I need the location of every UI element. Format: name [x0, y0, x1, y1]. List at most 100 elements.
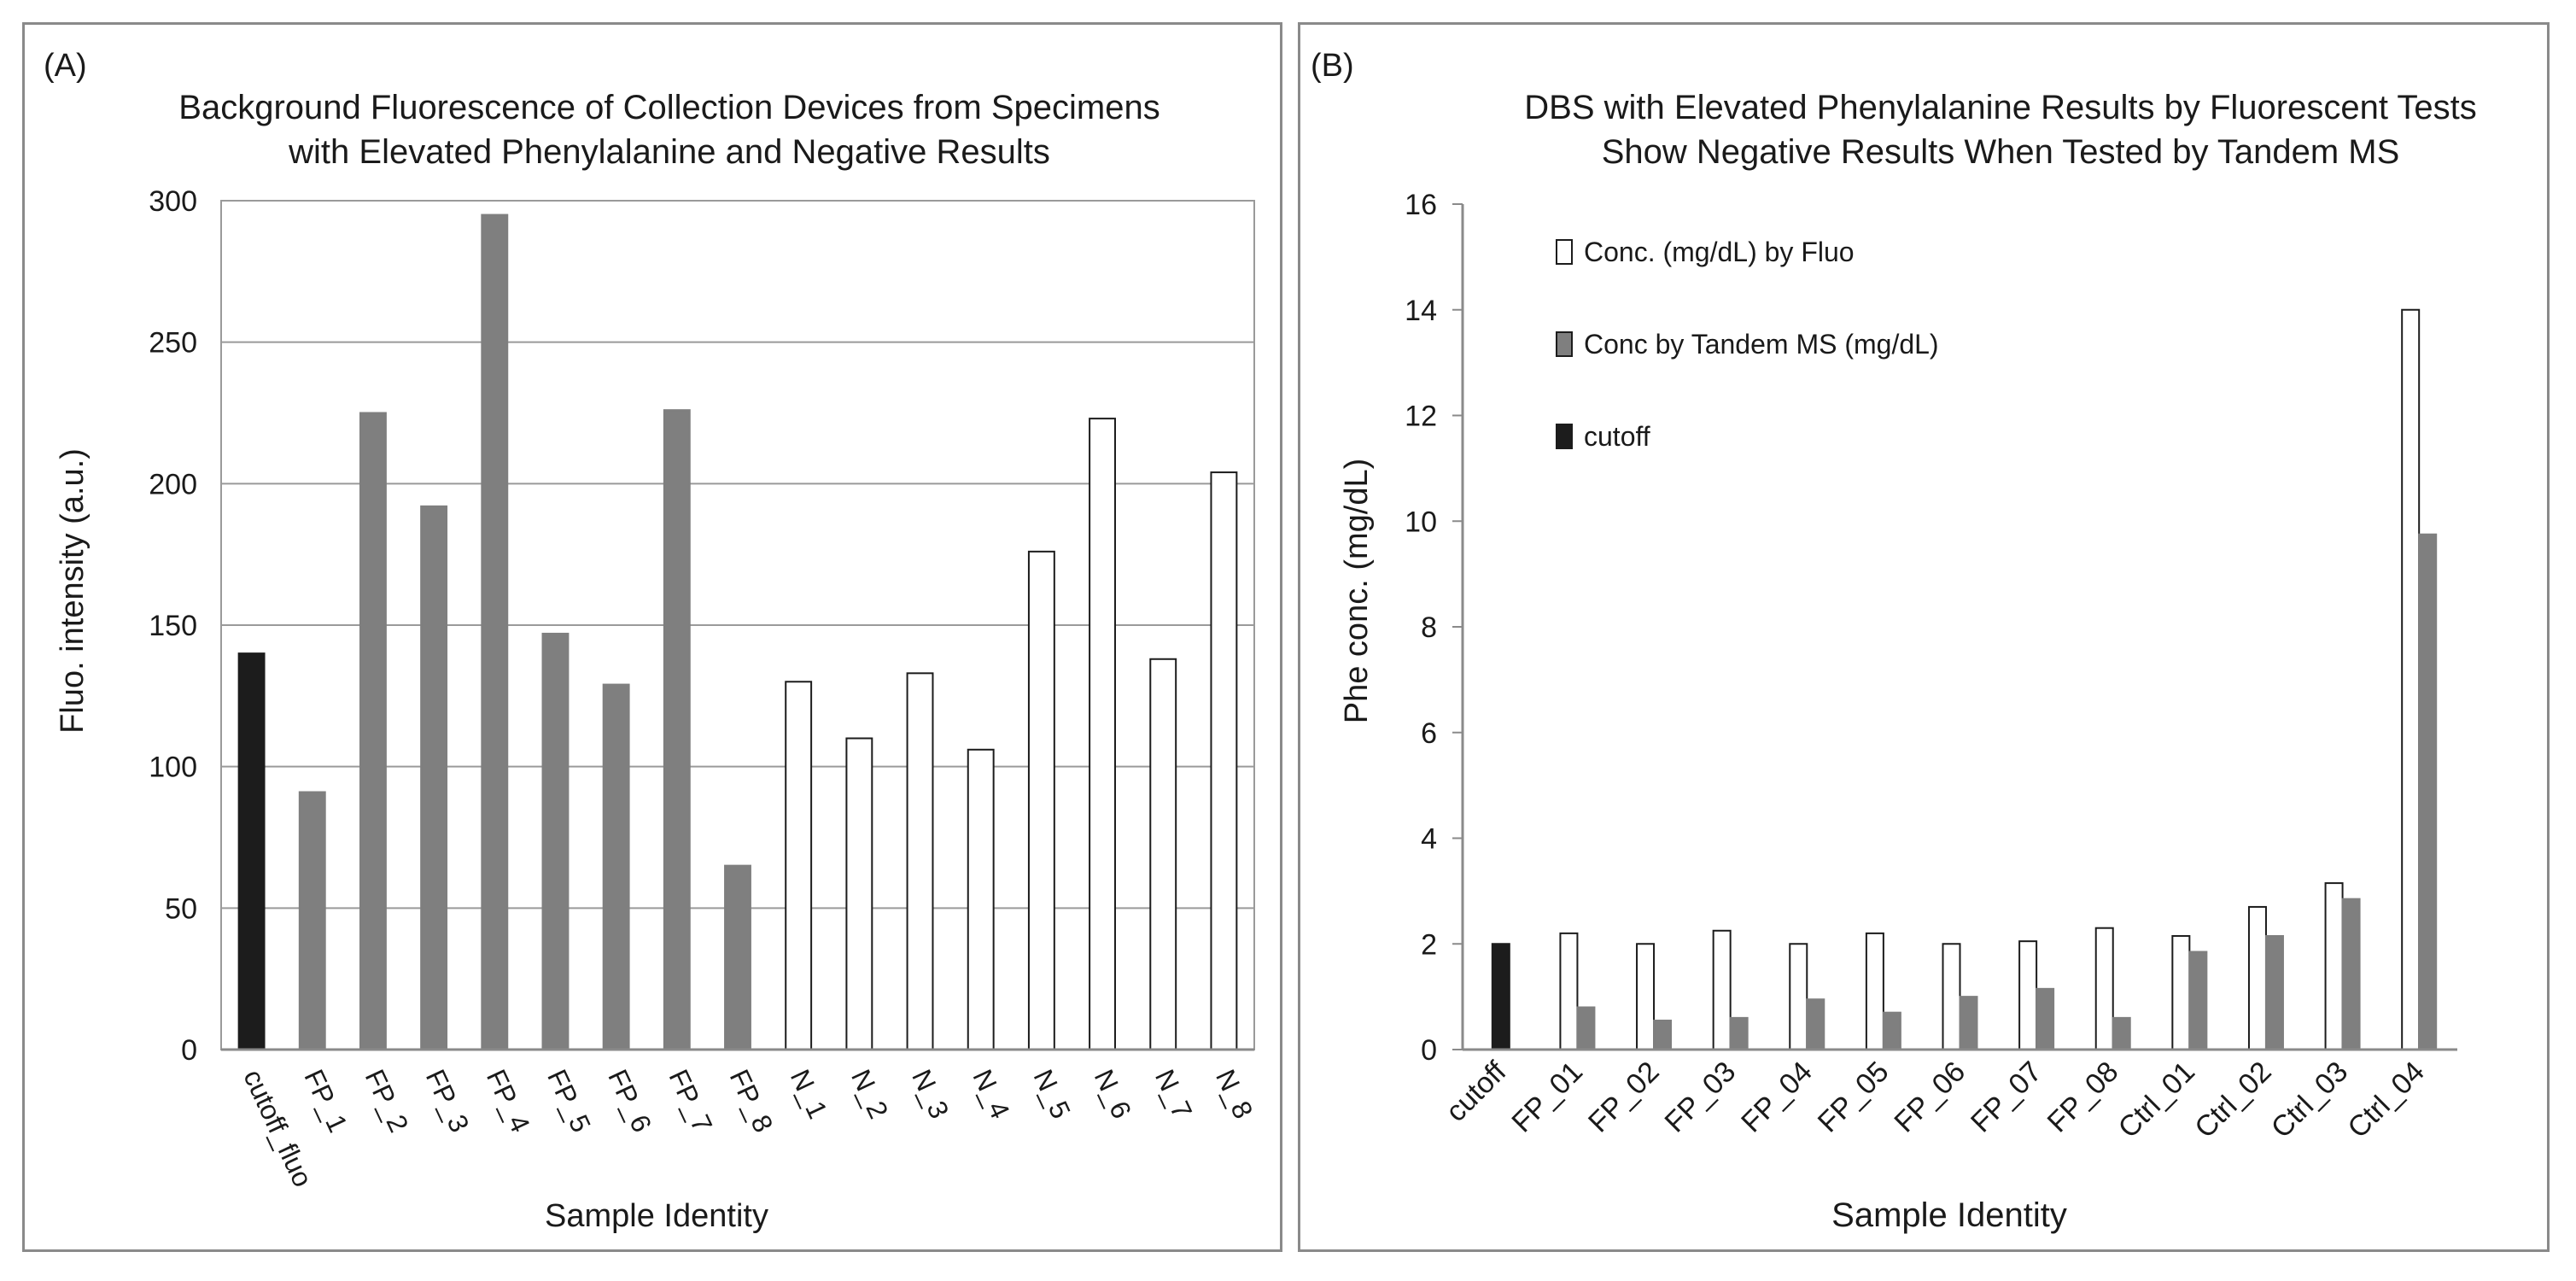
y-tick-label-b: 4	[1421, 823, 1437, 856]
bar-N_4	[967, 748, 995, 1051]
x-tick-label-a: N_4	[967, 1065, 1015, 1123]
x-tick-label-b: FP_01	[1505, 1056, 1589, 1139]
x-tick-label-a: FP_5	[541, 1065, 597, 1138]
bar-N_7	[1149, 658, 1177, 1050]
bar-FP_02-series-0	[1636, 943, 1656, 1050]
x-tick-label-a: FP_7	[663, 1065, 718, 1138]
x-axis-label-a: Sample Identity	[545, 1198, 768, 1234]
bar-Ctrl_02-series-0	[2247, 905, 2267, 1050]
bar-Ctrl_01-series-0	[2171, 934, 2191, 1050]
bar-FP_7	[663, 409, 691, 1051]
bar-N_6	[1089, 418, 1117, 1051]
bar-cutoff-series-2	[1491, 943, 1510, 1050]
chart-panel-a: (A) Background Fluorescence of Collectio…	[22, 22, 1282, 1252]
x-tick-label-a: FP_3	[420, 1065, 476, 1138]
x-tick-label-b: Ctrl_02	[2188, 1056, 2277, 1144]
bar-N_8	[1210, 471, 1238, 1050]
bar-FP_05-series-1	[1882, 1011, 1901, 1050]
x-axis-label-b: Sample Identity	[1831, 1196, 2067, 1234]
bar-Ctrl_04-series-1	[2418, 533, 2438, 1050]
y-tick-label-b: 6	[1421, 717, 1437, 750]
y-tick-label-a: 100	[149, 752, 197, 784]
y-axis-label-a: Fluo. intensity (a.u.)	[55, 448, 91, 734]
bar-FP_01-series-0	[1559, 932, 1579, 1050]
y-tick-label-b: 8	[1421, 611, 1437, 644]
bar-Ctrl_03-series-1	[2341, 898, 2361, 1050]
bar-chart-a: (A) Background Fluorescence of Collectio…	[44, 48, 1259, 1234]
legend-swatch-1	[1556, 331, 1573, 357]
bar-FP_6	[602, 683, 630, 1051]
bar-FP_4	[481, 214, 509, 1051]
x-tick-label-a: N_3	[906, 1065, 955, 1123]
x-tick-label-a: FP_4	[481, 1065, 536, 1138]
x-tick-label-b: FP_06	[1888, 1056, 1971, 1139]
bar-N_2	[845, 737, 873, 1050]
y-tick-label-b: 14	[1405, 295, 1437, 327]
legend-label-0: Conc. (mg/dL) by Fluo	[1584, 237, 1855, 267]
bar-Ctrl_01-series-1	[2188, 951, 2208, 1050]
x-tick-label-a: FP_6	[602, 1065, 657, 1138]
bar-FP_05-series-0	[1865, 932, 1884, 1050]
bar-Ctrl_02-series-1	[2264, 934, 2284, 1050]
bar-FP_08-series-1	[2112, 1016, 2131, 1050]
x-tick-label-b: FP_05	[1812, 1056, 1895, 1139]
panel-label-b: (B)	[1311, 48, 1354, 84]
x-tick-label-a: FP_8	[724, 1065, 780, 1138]
x-tick-label-a: N_1	[785, 1065, 833, 1123]
bar-FP_07-series-0	[2018, 940, 2038, 1050]
x-tick-label-a: N_5	[1028, 1065, 1077, 1123]
x-tick-label-b: Ctrl_04	[2341, 1056, 2430, 1144]
legend-swatch-0	[1556, 239, 1573, 265]
y-tick-label-a: 150	[149, 610, 197, 642]
y-tick-label-b: 0	[1421, 1034, 1437, 1067]
chart-panel-b: (B) DBS with Elevated Phenylalanine Resu…	[1298, 22, 2550, 1252]
bar-FP_06-series-1	[1959, 996, 1978, 1050]
bar-Ctrl_04-series-0	[2401, 308, 2421, 1050]
bar-Ctrl_03-series-0	[2324, 882, 2344, 1050]
bar-N_1	[785, 681, 813, 1050]
y-axis-label-b: Phe conc. (mg/dL)	[1339, 459, 1375, 723]
x-tick-label-b: Ctrl_03	[2265, 1056, 2354, 1144]
x-tick-label-a: FP_2	[359, 1065, 415, 1138]
bar-FP_03-series-1	[1729, 1016, 1749, 1050]
x-tick-label-a: N_7	[1149, 1065, 1198, 1123]
y-tick-label-b: 2	[1421, 928, 1437, 961]
x-tick-label-b: Ctrl_01	[2112, 1056, 2201, 1144]
x-tick-label-b: FP_03	[1659, 1056, 1743, 1139]
bar-FP_1	[298, 791, 326, 1051]
bar-N_5	[1027, 550, 1055, 1050]
bar-FP_01-series-1	[1576, 1006, 1596, 1050]
x-tick-label-a: N_6	[1089, 1065, 1137, 1123]
bar-FP_04-series-0	[1789, 943, 1808, 1050]
y-tick-label-b: 16	[1405, 189, 1437, 221]
bar-FP_07-series-1	[2036, 987, 2055, 1050]
x-tick-label-b: cutoff	[1440, 1055, 1513, 1128]
bar-chart-b: (B) DBS with Elevated Phenylalanine Resu…	[1311, 48, 2477, 1234]
x-tick-label-a: N_2	[845, 1065, 894, 1123]
chart-title-a-line2: with Elevated Phenylalanine and Negative…	[288, 133, 1050, 171]
bar-FP_5	[541, 632, 570, 1050]
y-tick-label-a: 200	[149, 468, 197, 500]
x-tick-label-b: FP_04	[1735, 1056, 1819, 1139]
legend-label-1: Conc by Tandem MS (mg/dL)	[1584, 329, 1939, 360]
x-tick-label-a: FP_1	[298, 1065, 353, 1138]
x-tick-label-b: FP_02	[1582, 1056, 1666, 1139]
bar-FP_02-series-1	[1653, 1019, 1673, 1050]
chart-title-b-line2: Show Negative Results When Tested by Tan…	[1602, 133, 2400, 171]
y-tick-label-a: 50	[165, 892, 197, 925]
bar-N_3	[906, 672, 934, 1050]
legend-swatch-2	[1556, 424, 1573, 449]
panel-label-a: (A)	[44, 48, 87, 84]
y-tick-label-a: 300	[149, 185, 197, 218]
bar-FP_03-series-0	[1712, 929, 1732, 1050]
legend-label-2: cutoff	[1584, 421, 1650, 452]
y-tick-label-a: 0	[181, 1034, 197, 1067]
x-tick-label-a: N_8	[1210, 1065, 1259, 1123]
y-tick-label-b: 10	[1405, 506, 1437, 538]
y-tick-label-a: 250	[149, 327, 197, 360]
x-tick-label-b: FP_07	[1965, 1056, 2048, 1139]
chart-title-a-line1: Background Fluorescence of Collection De…	[178, 89, 1159, 126]
bar-FP_8	[724, 864, 751, 1051]
bar-FP_08-series-0	[2094, 927, 2114, 1050]
y-tick-label-b: 12	[1405, 401, 1437, 433]
